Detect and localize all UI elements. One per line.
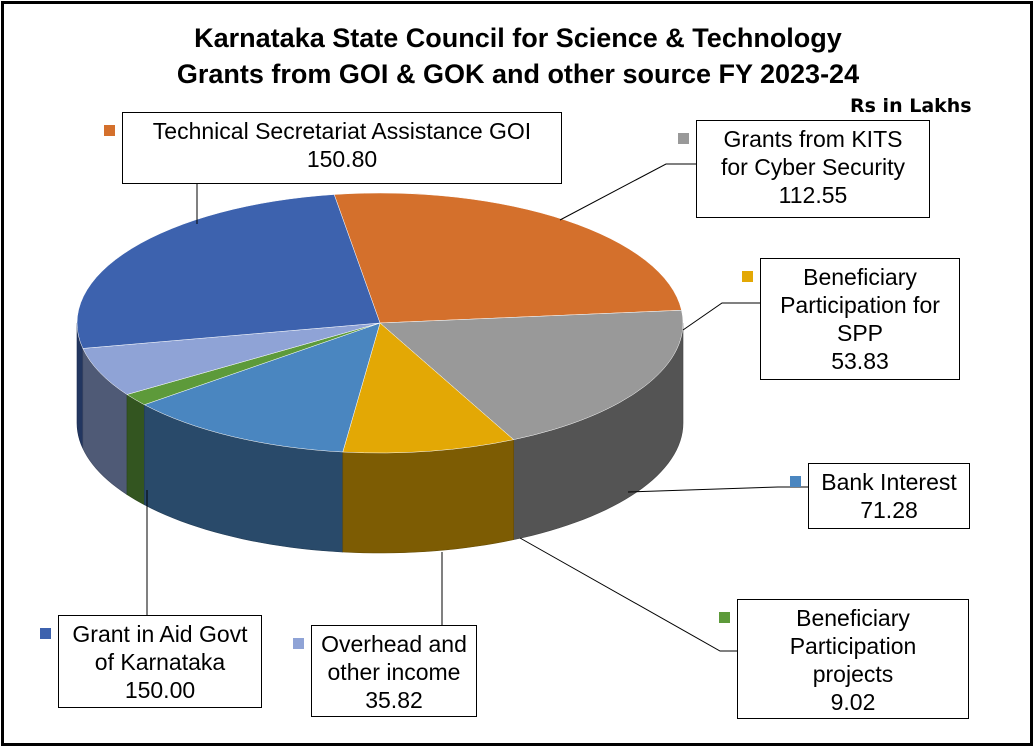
data-label-6: Grant in Aid Govt of Karnataka 150.00 (40, 615, 262, 708)
data-label-text: Grants from KITS (723, 126, 903, 152)
data-label-5: Overhead and other income 35.82 (293, 625, 477, 717)
data-label-text: Bank Interest (821, 469, 957, 495)
leader-line-2 (682, 302, 760, 331)
data-label-value: 112.55 (778, 182, 848, 208)
pie-slice-6 (76, 194, 381, 349)
legend-swatch-4 (719, 612, 730, 623)
leader-lines (146, 163, 808, 652)
data-label-text: Participation (789, 633, 917, 659)
pie-side-walls (76, 322, 684, 554)
data-label-value: 150.00 (124, 677, 196, 703)
data-label-value: 9.02 (830, 689, 876, 715)
data-label-text: Grant in Aid Govt (72, 621, 248, 647)
pie-top-faces (76, 192, 684, 454)
legend-swatch-3 (790, 476, 801, 487)
pie-slice-5 (82, 322, 381, 395)
data-label-text: Technical Secretariat Assistance GOI (152, 118, 532, 144)
data-label-text: SPP (836, 320, 884, 346)
data-label-1: Grants from KITS for Cyber Security 112.55 (678, 120, 930, 218)
data-label-0: Technical Secretariat Assistance GOI 150.… (104, 112, 562, 184)
pie-slice-0 (333, 192, 682, 324)
pie-side-2 (342, 439, 514, 554)
chart-title: Karnataka State Council for Science & Te… (194, 23, 842, 53)
data-label-text: for Cyber Security (720, 154, 906, 180)
data-label-text: other income (327, 659, 461, 685)
leader-line-1 (559, 163, 696, 221)
data-label-text: Participation for (780, 292, 940, 318)
leader-line-4 (519, 537, 737, 652)
units-label: Rs in Lakhs (850, 95, 972, 117)
legend-swatch-0 (104, 125, 115, 136)
data-label-4: Beneficiary Participation projects 9.02 (719, 599, 969, 719)
pie-slice-3 (143, 322, 381, 453)
legend-swatch-6 (40, 628, 51, 639)
legend-swatch-2 (742, 271, 753, 282)
leader-line-3 (627, 486, 808, 493)
data-label-text: Beneficiary (803, 264, 917, 290)
data-label-text: Overhead and (321, 631, 467, 657)
data-label-value: 53.83 (831, 348, 889, 374)
pie-slice-1 (379, 309, 684, 440)
legend-swatch-1 (678, 133, 689, 144)
data-label-text: projects (812, 661, 894, 687)
data-label-2: Beneficiary Participation for SPP 53.83 (742, 258, 960, 380)
data-label-value: 150.80 (306, 146, 378, 172)
data-label-text: of Karnataka (94, 649, 226, 675)
pie-slice-2 (342, 322, 515, 454)
data-label-3: Bank Interest 71.28 (790, 463, 970, 529)
legend-swatch-5 (293, 638, 304, 649)
data-label-value: 35.82 (365, 687, 423, 713)
data-label-text: Beneficiary (796, 605, 910, 631)
chart-subtitle: Grants from GOI & GOK and other source F… (176, 59, 860, 89)
data-label-value: 71.28 (860, 497, 918, 523)
pie-side-4 (126, 393, 145, 506)
